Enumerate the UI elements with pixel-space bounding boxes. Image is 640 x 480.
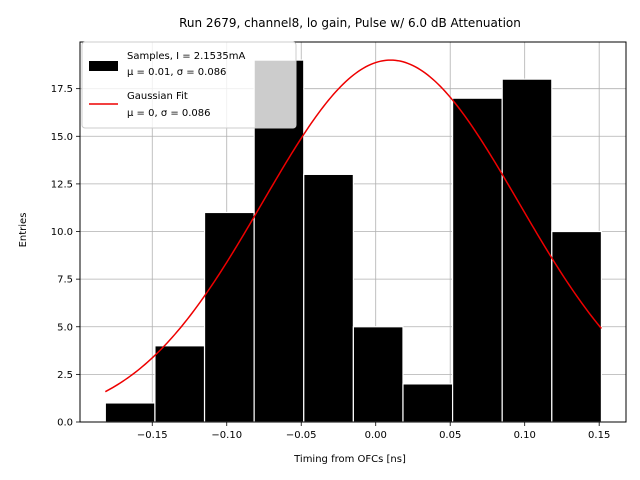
x-axis-ticks: −0.15 −0.10 −0.05 0.00 0.05 0.10 0.15 — [137, 422, 610, 441]
legend-label-fit: Gaussian Fit — [127, 91, 188, 102]
y-tick-label: 15.0 — [51, 132, 73, 143]
y-tick-label: 10.0 — [51, 227, 73, 238]
x-tick-label: 0.15 — [588, 430, 610, 441]
legend-label-samples-stats: μ = 0.01, σ = 0.086 — [127, 67, 226, 78]
legend-swatch-samples — [89, 61, 118, 71]
x-tick-label: 0.05 — [439, 430, 461, 441]
y-tick-label: 2.5 — [57, 370, 73, 381]
legend-box — [81, 41, 297, 129]
y-tick-label: 7.5 — [57, 275, 73, 286]
x-tick-label: −0.15 — [137, 430, 168, 441]
histogram-bar — [154, 345, 206, 423]
histogram-bar — [551, 230, 603, 423]
legend-label-fit-stats: μ = 0, σ = 0.086 — [127, 108, 211, 119]
x-tick-label: −0.10 — [211, 430, 242, 441]
legend: Samples, I = 2.1535mA μ = 0.01, σ = 0.08… — [81, 41, 297, 129]
histogram-bar — [203, 211, 255, 423]
chart-title: Run 2679, channel8, lo gain, Pulse w/ 6.… — [179, 16, 521, 30]
gaussian-fit-line — [104, 59, 602, 393]
y-axis-label: Entries — [18, 213, 29, 248]
x-axis-label: Timing from OFCs [ns] — [293, 454, 406, 465]
histogram-bar — [501, 78, 553, 423]
histogram-bar — [352, 326, 404, 423]
histogram-bar — [402, 383, 454, 423]
legend-label-samples: Samples, I = 2.1535mA — [127, 51, 245, 62]
x-tick-label: −0.05 — [286, 430, 317, 441]
y-tick-label: 5.0 — [57, 322, 73, 333]
y-tick-label: 12.5 — [51, 179, 73, 190]
histogram-bar — [104, 402, 156, 423]
y-tick-label: 0.0 — [57, 418, 73, 429]
plot-frame — [79, 41, 627, 423]
histogram-bar — [303, 173, 354, 423]
histogram-bar — [451, 97, 503, 423]
x-tick-label: 0.10 — [514, 430, 536, 441]
gaussian-fit-curve — [104, 59, 602, 393]
x-tick-label: 0.00 — [365, 430, 387, 441]
y-axis-ticks: 0.0 2.5 5.0 7.5 10.0 12.5 15.0 17.5 — [51, 84, 80, 429]
y-tick-label: 17.5 — [51, 84, 73, 95]
